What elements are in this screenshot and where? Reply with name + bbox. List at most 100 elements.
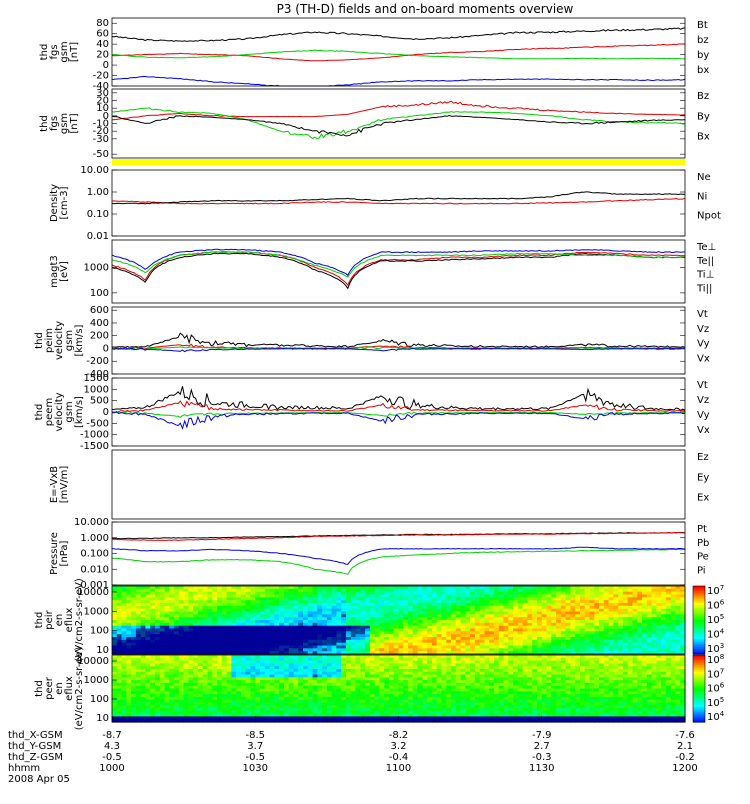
legend-entry: Npot (697, 211, 721, 222)
heatmap-cell (236, 606, 241, 609)
heatmap-cell (666, 589, 671, 592)
heatmap-cell (174, 631, 179, 634)
heatmap-cell (599, 640, 604, 643)
heatmap-cell (633, 623, 638, 626)
heatmap-cell (212, 614, 217, 617)
heatmap-cell (389, 606, 394, 609)
heatmap-cell (652, 614, 657, 617)
heatmap-cell (308, 597, 313, 600)
heatmap-cell (432, 623, 437, 626)
heatmap-cell (647, 631, 652, 634)
heatmap-cell (408, 606, 413, 609)
heatmap-cell (427, 597, 432, 600)
heatmap-cell (446, 623, 451, 626)
heatmap-cell (451, 640, 456, 643)
heatmap-cell (590, 597, 595, 600)
heatmap-cell (356, 623, 361, 626)
heatmap-cell (585, 597, 590, 600)
heatmap-cell (188, 589, 193, 592)
heatmap-cell (279, 640, 284, 643)
colorbar-label: 107 (707, 584, 724, 597)
heatmap-cell (212, 631, 217, 634)
heatmap-cell (508, 648, 513, 651)
heatmap-cell (585, 623, 590, 626)
heatmap-cell (126, 597, 131, 600)
heatmap-cell (618, 631, 623, 634)
heatmap-cell (652, 597, 657, 600)
y-axis-label-line: [nPa] (59, 540, 70, 566)
heatmap-cell (112, 631, 117, 634)
heatmap-cell (294, 631, 299, 634)
heatmap-cell (332, 623, 337, 626)
heatmap-cell (351, 648, 356, 651)
heatmap-cell (403, 597, 408, 600)
heatmap-cell (399, 606, 404, 609)
heatmap-cell (504, 606, 509, 609)
heatmap-cell (656, 623, 661, 626)
panel-frame (112, 450, 685, 519)
heatmap-cell (570, 589, 575, 592)
heatmap-cell (513, 614, 518, 617)
heatmap-cell (494, 631, 499, 634)
heatmap-cell (580, 631, 585, 634)
y-tick-label: -200 (86, 356, 109, 367)
heatmap-cell (179, 640, 184, 643)
heatmap-cell (375, 606, 380, 609)
heatmap-cell (451, 606, 456, 609)
heatmap-cell (117, 589, 122, 592)
heatmap-cell (384, 648, 389, 651)
heatmap-cell (623, 589, 628, 592)
heatmap-cell (270, 589, 275, 592)
heatmap-cell (599, 589, 604, 592)
heatmap-cell (136, 648, 141, 651)
heatmap-cell (284, 614, 289, 617)
heatmap-cell (332, 648, 337, 651)
heatmap-cell (169, 640, 174, 643)
heatmap-cell (418, 640, 423, 643)
heatmap-cell (494, 640, 499, 643)
heatmap-cell (155, 589, 160, 592)
heatmap-cell (208, 631, 213, 634)
y-tick-label: 0 (103, 60, 109, 71)
legend-entry: Ey (697, 472, 709, 483)
heatmap-cell (556, 614, 561, 617)
heatmap-cell (356, 640, 361, 643)
heatmap-cell (585, 648, 590, 651)
heatmap-cell (150, 623, 155, 626)
heatmap-cell (122, 623, 127, 626)
heatmap-cell (432, 614, 437, 617)
heatmap-cell (365, 648, 370, 651)
heatmap-cell (217, 648, 222, 651)
heatmap-cell (375, 614, 380, 617)
heatmap-cell (341, 597, 346, 600)
heatmap-cell (313, 606, 318, 609)
heatmap-cell (379, 623, 384, 626)
heatmap-cell (360, 640, 365, 643)
y-axis-label-line: [mV/m] (59, 466, 70, 504)
heatmap-cell (480, 623, 485, 626)
heatmap-cell (485, 597, 490, 600)
heatmap-cell (294, 623, 299, 626)
legend-entry: Pi (697, 565, 706, 576)
heatmap-cell (556, 606, 561, 609)
heatmap-cell (336, 606, 341, 609)
heatmap-cell (547, 589, 552, 592)
heatmap-cell (208, 606, 213, 609)
heatmap-cell (346, 623, 351, 626)
heatmap-cell (336, 648, 341, 651)
heatmap-cell (609, 597, 614, 600)
heatmap-cell (671, 589, 676, 592)
heatmap-cell (551, 589, 556, 592)
heatmap-cell (661, 640, 666, 643)
heatmap-cell (461, 614, 466, 617)
heatmap-cell (174, 640, 179, 643)
heatmap-cell (394, 623, 399, 626)
heatmap-cell (141, 589, 146, 592)
heatmap-cell (499, 614, 504, 617)
heatmap-cell (322, 597, 327, 600)
heatmap-cell (676, 631, 681, 634)
heatmap-cell (336, 623, 341, 626)
heatmap-cell (465, 597, 470, 600)
